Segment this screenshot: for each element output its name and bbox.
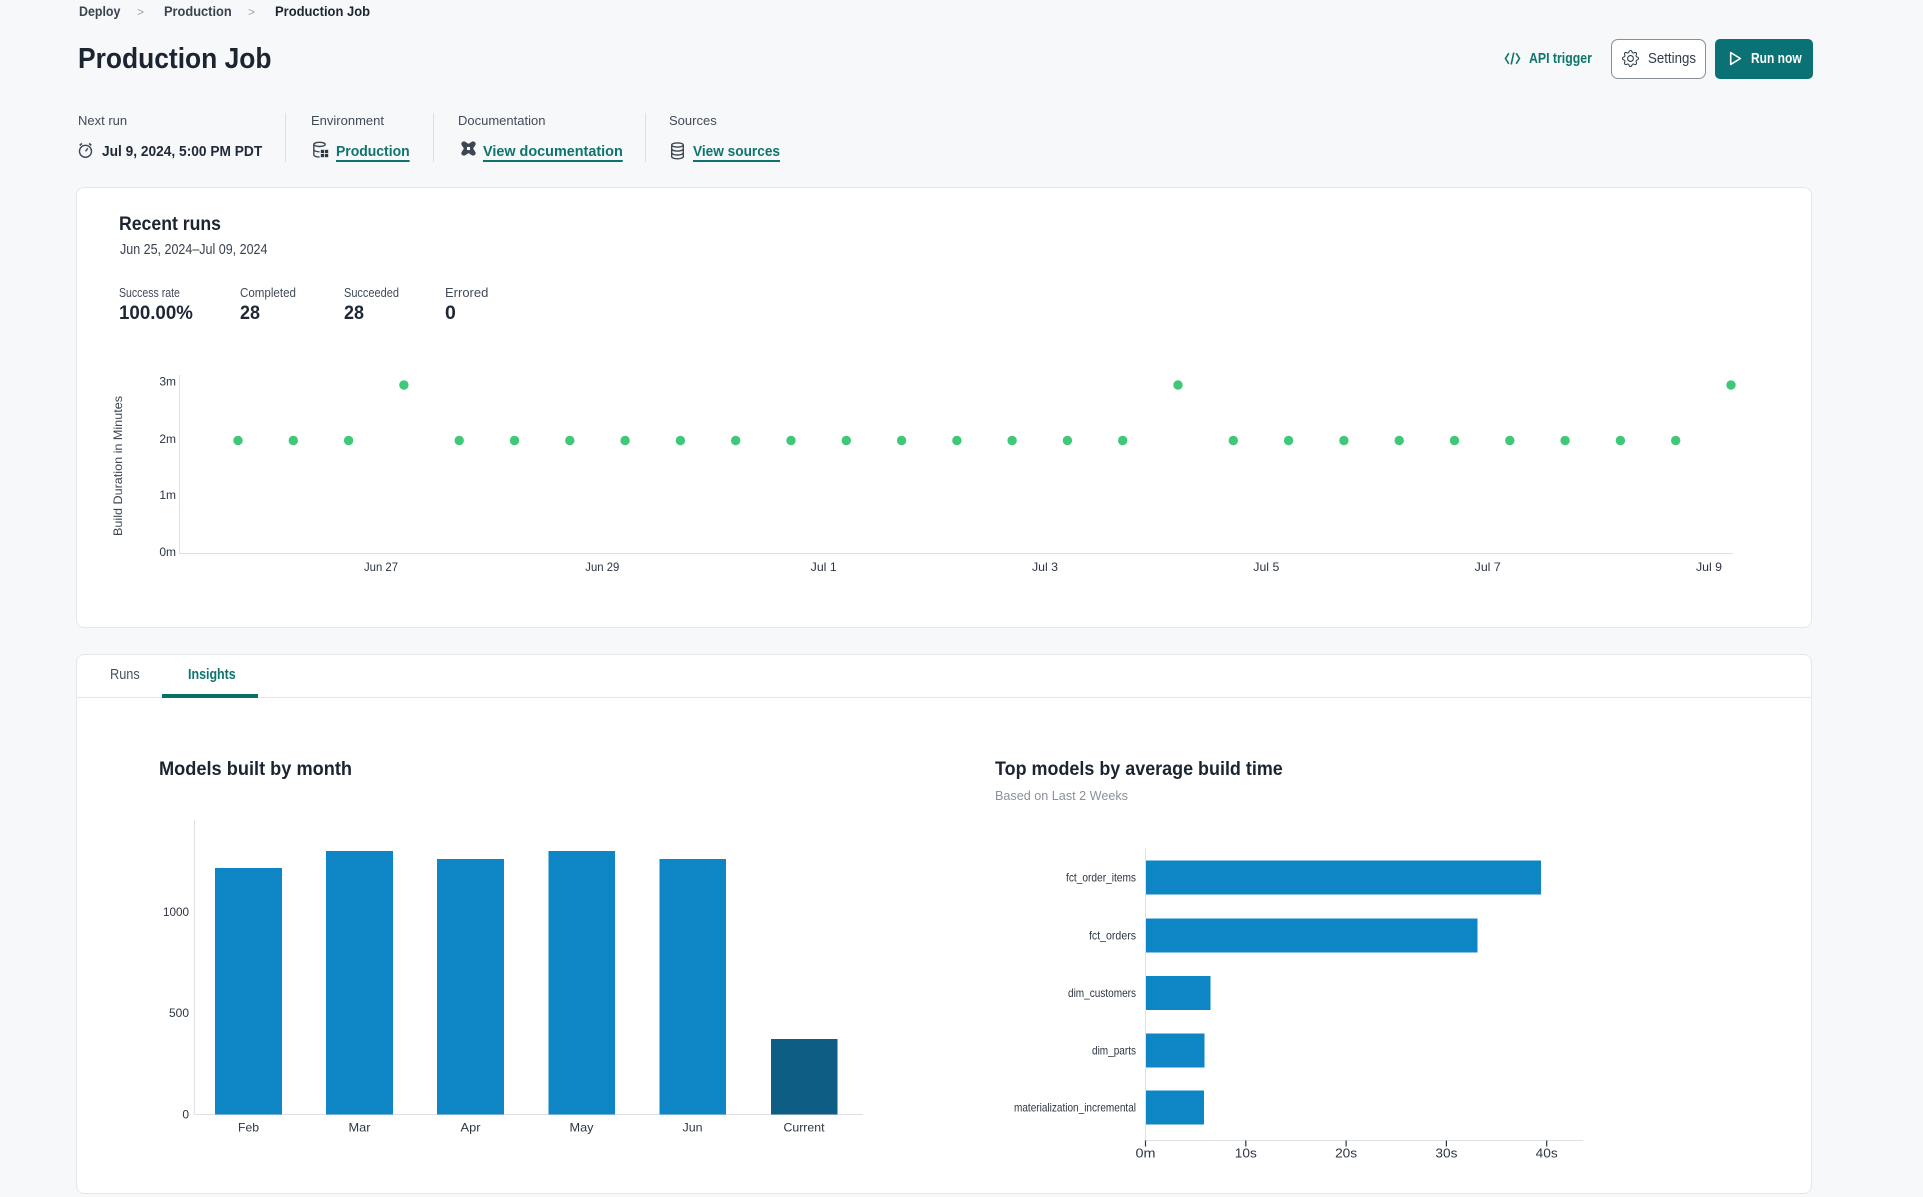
svg-text:0m: 0m [159,545,176,559]
svg-text:Current: Current [784,1121,826,1135]
svg-text:1m: 1m [159,488,176,502]
svg-text:May: May [570,1121,594,1135]
svg-text:dim_parts: dim_parts [1092,1044,1136,1058]
svg-text:dim_customers: dim_customers [1068,986,1136,1000]
svg-text:Apr: Apr [461,1121,481,1135]
svg-text:Jun 29: Jun 29 [585,560,619,574]
svg-text:Jun: Jun [683,1121,703,1135]
svg-text:materialization_incremental: materialization_incremental [1014,1101,1136,1115]
svg-text:30s: 30s [1435,1147,1457,1161]
svg-text:Jul 3: Jul 3 [1032,560,1058,574]
svg-text:Feb: Feb [238,1121,259,1135]
svg-text:Jul 9: Jul 9 [1696,560,1722,574]
svg-text:20s: 20s [1335,1147,1357,1161]
svg-text:0m: 0m [1136,1147,1156,1161]
svg-text:2m: 2m [159,432,176,446]
svg-text:0: 0 [182,1108,189,1122]
svg-text:fct_order_items: fct_order_items [1066,871,1136,885]
svg-text:Jun 27: Jun 27 [364,560,398,574]
svg-text:40s: 40s [1536,1147,1558,1161]
svg-text:Mar: Mar [349,1121,371,1135]
svg-text:Jul 5: Jul 5 [1253,560,1279,574]
svg-text:500: 500 [169,1006,189,1020]
svg-text:3m: 3m [159,375,176,389]
svg-text:Jul 1: Jul 1 [811,560,837,574]
svg-text:1000: 1000 [163,905,189,919]
svg-text:Jul 7: Jul 7 [1475,560,1501,574]
svg-text:10s: 10s [1235,1147,1257,1161]
svg-text:Build Duration in Minutes: Build Duration in Minutes [111,396,125,536]
svg-text:fct_orders: fct_orders [1089,929,1136,943]
